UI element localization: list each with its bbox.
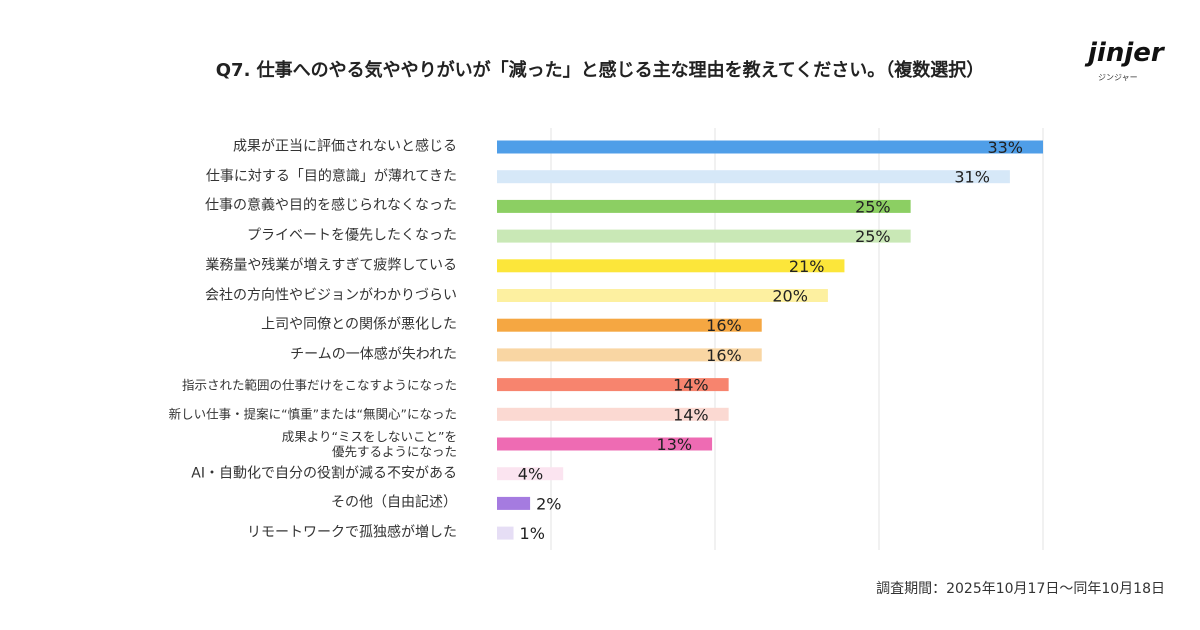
value-label: 21%: [789, 257, 825, 276]
category-label: その他（自由記述）: [331, 494, 457, 511]
category-label: 会社の方向性やビジョンがわかりづらい: [205, 287, 457, 303]
bar: [497, 378, 729, 392]
category-label: 業務量や残業が増えすぎて疲弊している: [205, 257, 457, 274]
grid: [550, 128, 1044, 550]
category-label: 仕事に対する「目的意識」が薄れてきた: [205, 168, 457, 185]
bar: [497, 437, 713, 451]
bar: [497, 229, 911, 243]
category-label: リモートワークで孤独感が増した: [247, 524, 457, 541]
category-label: プライベートを優先したくなった: [247, 227, 457, 244]
category-label: 新しい仕事・提案に“慎重”または“無関心”になった: [168, 406, 457, 422]
bar: [497, 318, 762, 332]
category-label: 成果が正当に評価されないと感じる: [233, 138, 457, 155]
bar: [497, 407, 729, 421]
value-label: 14%: [673, 376, 709, 395]
bar: [497, 348, 762, 362]
value-label: 16%: [706, 346, 742, 365]
value-label: 33%: [987, 138, 1023, 157]
chart-title: Q7. 仕事へのやる気ややりがいが「減った」と感じる主な理由を教えてください。（…: [215, 60, 985, 81]
bar: [497, 467, 564, 481]
category-label: 指示された範囲の仕事だけをこなすようになった: [181, 377, 457, 393]
value-label: 20%: [772, 287, 808, 306]
value-label: 25%: [855, 227, 891, 246]
logo: jinjer: [1088, 38, 1164, 68]
bar: [497, 289, 828, 302]
value-label: 1%: [520, 524, 545, 543]
bar: [497, 526, 514, 540]
value-label: 13%: [657, 435, 693, 454]
value-label: 14%: [673, 405, 709, 424]
value-label: 4%: [518, 465, 543, 484]
category-label: 仕事の意義や目的を感じられなくなった: [205, 197, 457, 214]
value-label: 31%: [954, 168, 990, 187]
bar: [497, 199, 911, 213]
category-label: 成果より“ミスをしないこと”を 優先するようになった: [281, 429, 457, 459]
bar: [497, 496, 531, 510]
value-label: 16%: [706, 316, 742, 335]
logo-subtitle: ジンジャー: [1098, 73, 1138, 82]
bar: [497, 259, 845, 273]
bar: [497, 140, 1043, 154]
category-label: 上司や同僚との関係が悪化した: [261, 316, 457, 333]
value-label: 25%: [855, 197, 891, 216]
category-label: チームの一体感が失われた: [290, 346, 457, 363]
bar: [497, 170, 1010, 184]
category-label: AI・自動化で自分の役割が減る不安がある: [191, 465, 457, 482]
value-label: 2%: [536, 494, 561, 513]
footnote: 調査期間：2025年10月17日〜同年10月18日: [876, 581, 1165, 597]
